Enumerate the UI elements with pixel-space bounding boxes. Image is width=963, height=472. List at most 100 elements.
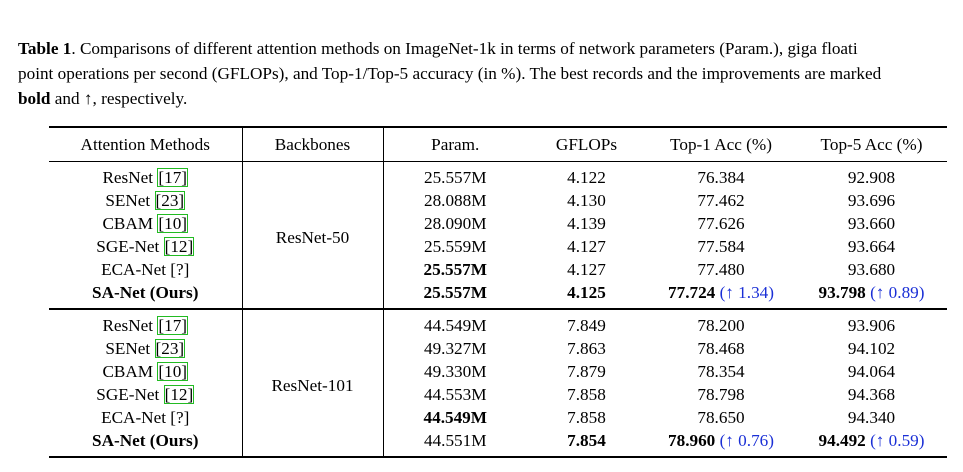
- param-cell: 44.549M: [382, 406, 527, 429]
- top5-cell: 94.368: [796, 383, 947, 406]
- table-caption: Table 1. Comparisons of different attent…: [18, 36, 958, 111]
- citation-number: 10: [164, 214, 182, 233]
- top5-cell: 94.102: [796, 337, 947, 360]
- caption-line-2: point operations per second (GFLOPs), an…: [18, 64, 882, 83]
- top1-cell: 78.798: [646, 383, 796, 406]
- method-cell: CBAM [10]: [49, 212, 242, 235]
- gflops-cell: 4.122: [527, 161, 646, 189]
- caption-text-3: and ↑, respectively.: [50, 89, 188, 108]
- top1-improvement: (↑ 0.76): [719, 431, 774, 450]
- top1-improvement: (↑ 1.34): [719, 283, 774, 302]
- top1-value: 78.960: [668, 431, 716, 450]
- method-name: SA-Net (Ours): [92, 431, 199, 450]
- top1-value: 78.468: [697, 339, 745, 358]
- gflops-cell: 4.127: [567, 260, 606, 279]
- citation-link[interactable]: [10]: [157, 214, 189, 233]
- top5-value: 94.102: [847, 339, 896, 358]
- method-name: SA-Net (Ours): [92, 283, 199, 302]
- top5-cell: 93.680: [796, 258, 947, 281]
- method-name: ECA-Net: [101, 408, 166, 427]
- citation-number: 12: [170, 385, 188, 404]
- top1-value: 77.724: [668, 283, 716, 302]
- method-name: ResNet: [102, 168, 154, 187]
- top1-value: 76.384: [697, 168, 745, 187]
- method-cell: ResNet [17]: [49, 161, 242, 189]
- citation-link[interactable]: [?]: [170, 260, 190, 279]
- method-name: ResNet: [102, 316, 154, 335]
- method-cell: ECA-Net [?]: [49, 406, 242, 429]
- header-gflops: GFLOPs: [555, 135, 618, 154]
- gflops-cell: 4.125: [567, 283, 606, 302]
- table-row: SGE-Net [12] 44.553M 7.858 78.798 94.368: [49, 383, 947, 406]
- top1-cell: 77.584: [646, 235, 796, 258]
- top5-cell: 93.906: [796, 308, 947, 337]
- comparison-table: Attention Methods Backbones Param. GFLOP…: [49, 126, 947, 458]
- top5-cell: 93.660: [796, 212, 947, 235]
- method-cell: ResNet [17]: [49, 308, 242, 337]
- citation-link[interactable]: [17]: [157, 168, 189, 187]
- method-name: CBAM: [102, 362, 154, 381]
- results-table: Attention Methods Backbones Param. GFLOP…: [49, 128, 947, 456]
- citation-link[interactable]: [17]: [157, 316, 189, 335]
- header-top5: Top-5 Acc (%): [820, 135, 923, 154]
- header-backbones: Backbones: [241, 128, 383, 162]
- citation-link[interactable]: [23]: [154, 191, 186, 210]
- top1-cell: 78.354: [646, 360, 796, 383]
- param-cell: 49.327M: [382, 337, 527, 360]
- caption-bold-word: bold: [18, 89, 51, 108]
- top1-value: 78.650: [697, 408, 745, 427]
- top1-cell: 77.724 (↑ 1.34): [646, 281, 796, 309]
- top1-value: 77.626: [697, 214, 745, 233]
- method-cell: SA-Net (Ours): [49, 281, 242, 309]
- gflops-cell: 7.849: [527, 308, 646, 337]
- citation-number: ?: [176, 408, 184, 427]
- table-row: SA-Net (Ours) 44.551M 7.854 78.960 (↑ 0.76)…: [49, 429, 947, 456]
- citation-number: 12: [170, 237, 188, 256]
- citation-link[interactable]: [10]: [157, 362, 189, 381]
- caption-text-1: . Comparisons of different attention met…: [71, 39, 858, 58]
- method-name: ECA-Net: [101, 260, 166, 279]
- top1-value: 77.480: [697, 260, 745, 279]
- top1-cell: 77.626: [646, 212, 796, 235]
- method-cell: CBAM [10]: [49, 360, 242, 383]
- caption-label: Table 1: [18, 39, 72, 58]
- citation-link[interactable]: [12]: [163, 237, 195, 256]
- citation-link[interactable]: [12]: [163, 385, 195, 404]
- gflops-cell: 7.858: [567, 385, 606, 404]
- table-row: CBAM [10] 28.090M 4.139 77.626 93.660: [49, 212, 947, 235]
- table-row: SENet [23] 49.327M 7.863 78.468 94.102: [49, 337, 947, 360]
- citation-link[interactable]: [?]: [170, 408, 190, 427]
- group-resnet101: ResNet [17] ResNet-101 44.549M 7.849 78.200 9…: [49, 308, 947, 456]
- method-cell: SA-Net (Ours): [49, 429, 242, 456]
- top5-cell: 93.664: [796, 235, 947, 258]
- top5-value: 94.368: [847, 385, 896, 404]
- top5-improvement: (↑ 0.89): [870, 283, 925, 302]
- top-rule: [49, 126, 947, 128]
- method-cell: SGE-Net [12]: [49, 235, 242, 258]
- header-methods: Attention Methods: [80, 135, 210, 154]
- caption-line-1: Table 1. Comparisons of different attent…: [18, 36, 958, 61]
- group-resnet50: ResNet [17] ResNet-50 25.557M 4.122 76.384 92…: [49, 161, 947, 309]
- top5-value: 93.664: [847, 237, 896, 256]
- top1-cell: 78.650: [646, 406, 796, 429]
- top1-cell: 77.462: [646, 189, 796, 212]
- citation-link[interactable]: [23]: [154, 339, 186, 358]
- citation-number: 23: [161, 339, 179, 358]
- method-name: SENet: [105, 339, 151, 358]
- top1-value: 77.584: [697, 237, 745, 256]
- param-cell: 28.088M: [382, 189, 527, 212]
- citation-number: 17: [164, 168, 182, 187]
- top5-value: 92.908: [847, 168, 896, 187]
- top1-cell: 78.468: [646, 337, 796, 360]
- top5-cell: 93.798 (↑ 0.89): [796, 281, 947, 309]
- citation-number: ?: [176, 260, 184, 279]
- top5-cell: 94.340: [796, 406, 947, 429]
- top1-cell: 78.960 (↑ 0.76): [646, 429, 796, 456]
- top1-value: 78.354: [697, 362, 745, 381]
- top5-cell: 93.696: [796, 189, 947, 212]
- citation-number: 23: [161, 191, 179, 210]
- param-cell: 28.090M: [382, 212, 527, 235]
- top5-value: 94.340: [847, 408, 896, 427]
- gflops-cell: 7.879: [567, 362, 606, 381]
- method-name: SGE-Net: [96, 385, 160, 404]
